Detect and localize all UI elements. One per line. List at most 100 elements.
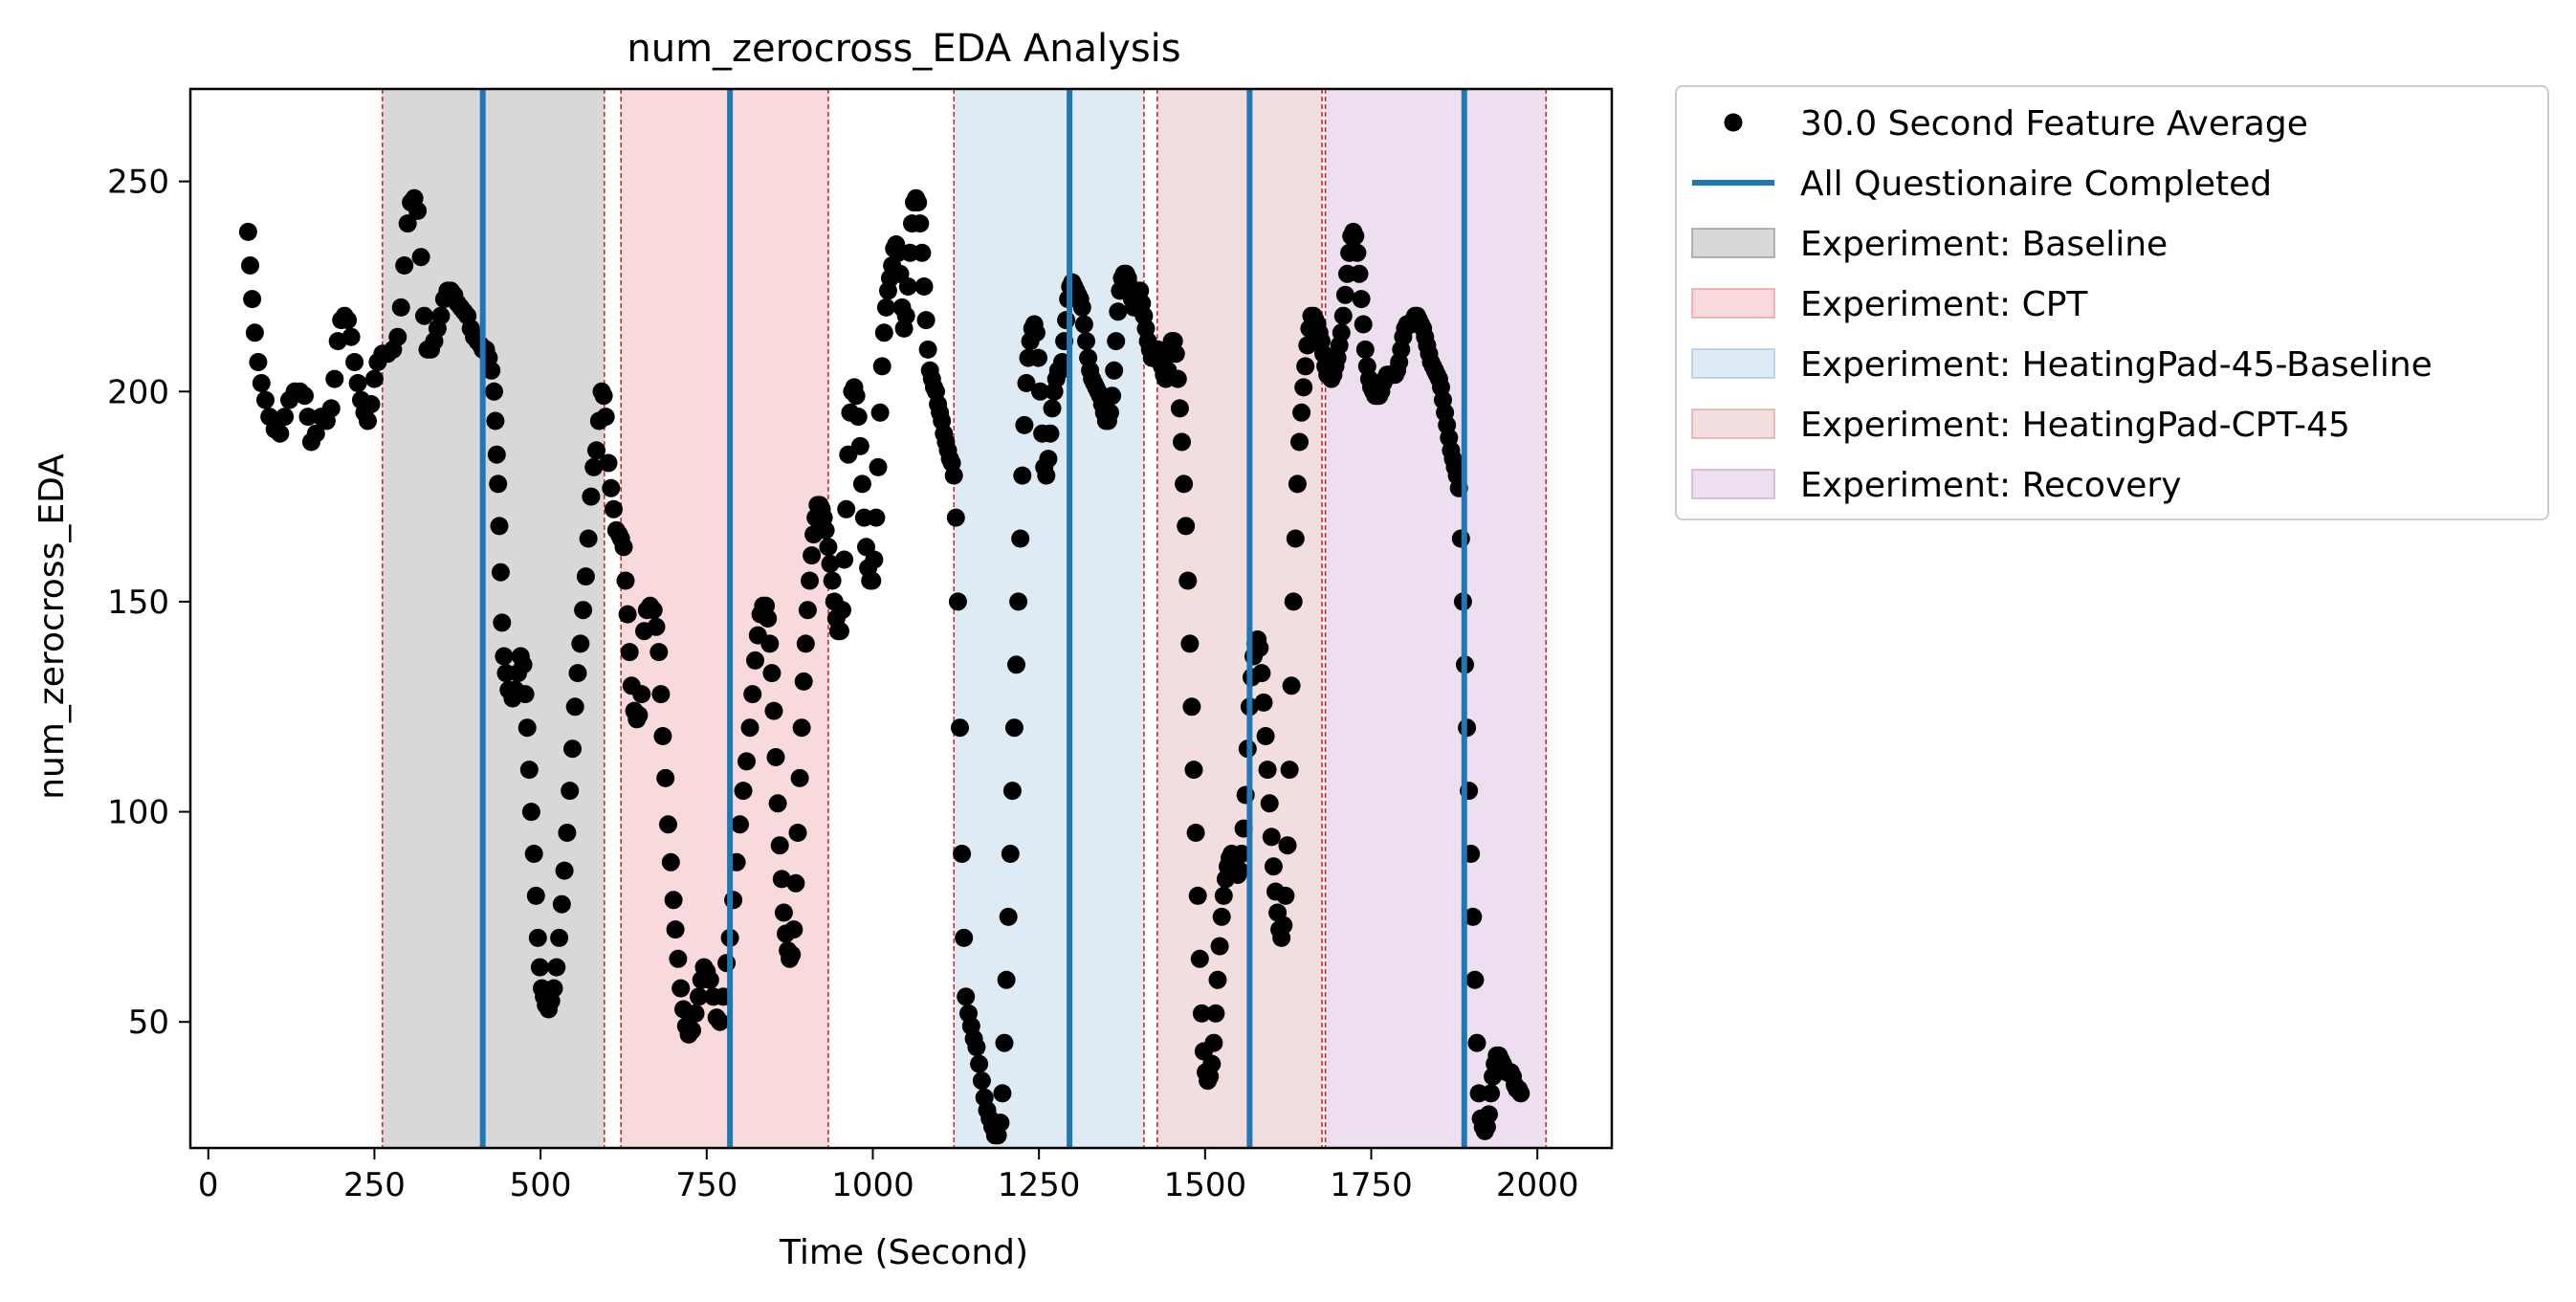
data-point (1168, 369, 1187, 388)
data-point (1007, 655, 1025, 674)
data-point (1166, 344, 1185, 364)
data-point (1465, 970, 1485, 989)
data-point (774, 903, 793, 922)
data-point (1190, 949, 1209, 968)
data-point (647, 617, 666, 636)
data-point (837, 499, 856, 519)
data-point (784, 920, 804, 939)
data-point (516, 685, 535, 704)
data-point (252, 374, 271, 392)
data-point (620, 643, 639, 662)
data-point (999, 907, 1018, 926)
data-point (711, 1012, 730, 1031)
data-point (896, 306, 915, 325)
data-point (1286, 529, 1305, 548)
data-point (953, 845, 972, 863)
data-point (911, 214, 930, 233)
data-point (656, 768, 675, 787)
data-point (948, 592, 967, 611)
data-point (1260, 794, 1279, 813)
data-point (955, 928, 974, 947)
data-point (550, 928, 569, 947)
chart-title: num_zerocross_EDA Analysis (627, 27, 1180, 71)
legend-marker-points (1724, 113, 1743, 132)
x-tick-label: 500 (510, 1166, 572, 1204)
data-point (651, 685, 671, 704)
data-point (555, 861, 574, 880)
data-point (768, 794, 787, 813)
data-point (759, 609, 778, 628)
data-point (967, 1038, 986, 1057)
legend-swatch-phase-2 (1691, 288, 1775, 319)
data-point (605, 499, 623, 519)
data-point (1210, 937, 1229, 956)
data-point (298, 408, 318, 427)
phase-span-4 (1156, 89, 1323, 1148)
data-point (951, 718, 969, 738)
data-point (256, 390, 275, 409)
data-point (1258, 761, 1277, 780)
data-point (1109, 302, 1128, 321)
x-tick-label: 1000 (831, 1166, 914, 1204)
data-point (782, 945, 802, 964)
data-point (690, 987, 708, 1006)
data-point (1101, 403, 1119, 422)
data-point (614, 538, 633, 557)
data-point (1292, 403, 1311, 422)
data-point (1182, 697, 1201, 717)
data-point (876, 298, 895, 317)
data-point (544, 979, 563, 998)
data-point (916, 311, 936, 330)
y-tick-label: 100 (107, 794, 169, 832)
legend-swatch-phase-1 (1691, 228, 1775, 258)
data-point (574, 601, 593, 620)
data-point (1015, 415, 1034, 434)
data-point (770, 836, 789, 855)
data-point (669, 949, 688, 968)
data-point (1170, 399, 1189, 418)
data-point (431, 306, 451, 325)
data-point (521, 803, 540, 822)
data-point (1002, 782, 1022, 801)
data-point (1184, 761, 1203, 780)
data-point (552, 894, 571, 914)
data-point (1013, 466, 1032, 485)
data-point (764, 701, 783, 720)
data-point (571, 634, 590, 653)
data-point (790, 768, 809, 787)
legend-label-phase-1: Experiment: Baseline (1800, 225, 2168, 264)
data-point (821, 554, 840, 573)
legend-swatch-phase-5 (1691, 469, 1775, 499)
data-point (914, 277, 934, 296)
data-point (1262, 828, 1281, 847)
data-point (1250, 638, 1269, 657)
data-point (1346, 227, 1365, 246)
data-point (341, 327, 361, 346)
data-point (519, 761, 539, 780)
x-tick-label: 750 (675, 1166, 738, 1204)
data-point (1004, 718, 1024, 738)
data-point (852, 474, 871, 494)
data-point (1202, 1054, 1222, 1073)
data-point (1230, 861, 1249, 880)
legend-label-questionnaire: All Questionaire Completed (1800, 165, 2272, 204)
data-point (561, 782, 580, 801)
data-point (587, 441, 605, 460)
data-point (1212, 907, 1231, 926)
data-point (848, 408, 868, 427)
data-point (1037, 466, 1056, 485)
data-point (594, 386, 613, 406)
data-point (275, 408, 295, 427)
data-point (1043, 399, 1062, 418)
data-point (683, 1021, 701, 1040)
data-point (653, 727, 672, 745)
data-point (1480, 1105, 1498, 1124)
data-point (388, 327, 407, 346)
data-point (1296, 357, 1315, 376)
data-point (918, 340, 937, 359)
data-point (788, 824, 807, 842)
data-point (816, 520, 835, 540)
data-point (1001, 845, 1020, 863)
data-point (364, 369, 384, 388)
data-point (359, 411, 377, 430)
